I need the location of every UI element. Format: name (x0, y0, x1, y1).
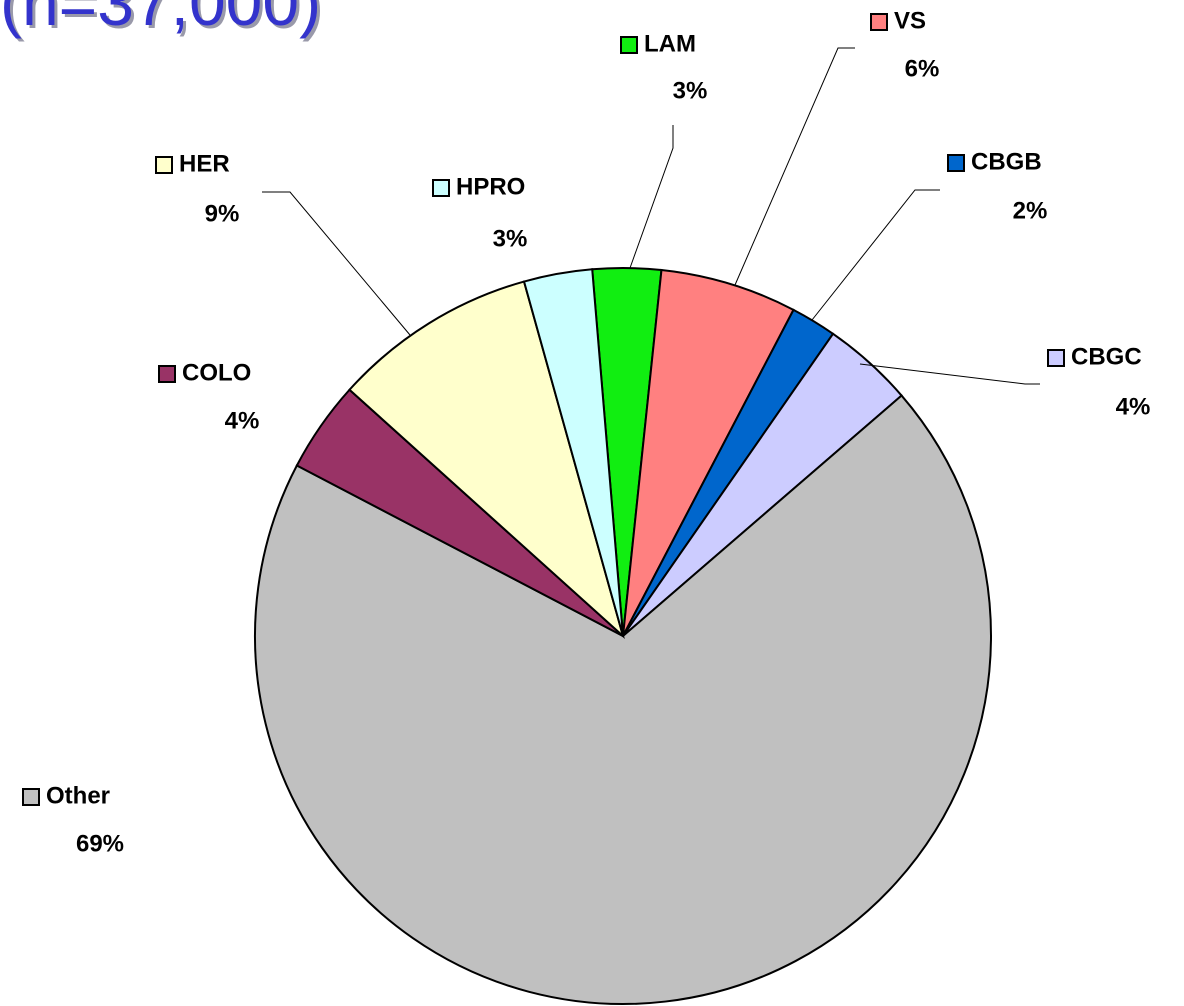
legend-swatch (947, 154, 965, 172)
pie-slice (622, 268, 795, 637)
slice-percent: 69% (76, 830, 124, 857)
slice-name: CBGC (1071, 343, 1142, 370)
slice-name: COLO (182, 359, 251, 386)
legend-swatch (155, 156, 173, 174)
legend-swatch (1047, 349, 1065, 367)
chart-title: (n=37,000) (0, 0, 321, 39)
legend-swatch (432, 179, 450, 197)
legend-swatch (620, 36, 638, 54)
legend-swatch (870, 13, 888, 31)
slice-name: HPRO (456, 173, 525, 200)
chart-title-shadow: (n=37,000) (3, 0, 324, 42)
legend-swatch (22, 788, 40, 806)
pie-slice (522, 268, 624, 637)
slice-percent: 6% (905, 55, 940, 82)
slice-percent: 4% (1116, 393, 1151, 420)
pie-slice (254, 394, 992, 1005)
slice-percent: 2% (1013, 197, 1048, 224)
leader-line (262, 191, 411, 336)
slice-percent: 9% (205, 200, 240, 227)
leader-line (859, 363, 1040, 385)
legend-swatch (158, 365, 176, 383)
pie-slice (348, 280, 625, 640)
slice-percent: 3% (673, 77, 708, 104)
leader-line (734, 47, 855, 286)
slice-name: VS (894, 7, 926, 34)
slice-name: Other (46, 782, 110, 809)
leader-line (811, 189, 940, 321)
slice-percent: 4% (225, 407, 260, 434)
slice-name: CBGB (971, 148, 1042, 175)
slice-percent: 3% (493, 225, 528, 252)
slice-name: HER (179, 150, 230, 177)
slice-name: LAM (644, 30, 696, 57)
leader-line (629, 125, 674, 269)
